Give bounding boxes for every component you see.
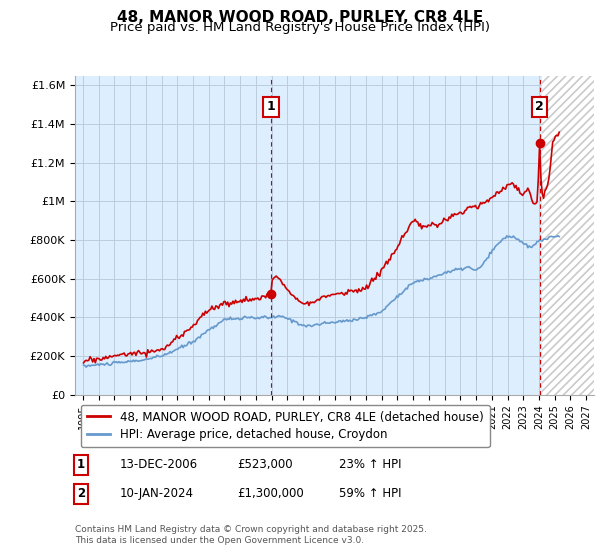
Text: 23% ↑ HPI: 23% ↑ HPI: [339, 458, 401, 472]
Text: 1: 1: [77, 458, 85, 472]
Text: £1,300,000: £1,300,000: [237, 487, 304, 501]
Text: 59% ↑ HPI: 59% ↑ HPI: [339, 487, 401, 501]
Text: Price paid vs. HM Land Registry's House Price Index (HPI): Price paid vs. HM Land Registry's House …: [110, 21, 490, 34]
Text: 1: 1: [266, 100, 275, 113]
Text: 2: 2: [535, 100, 544, 113]
Text: 13-DEC-2006: 13-DEC-2006: [120, 458, 198, 472]
Text: 10-JAN-2024: 10-JAN-2024: [120, 487, 194, 501]
Text: 2: 2: [77, 487, 85, 501]
Legend: 48, MANOR WOOD ROAD, PURLEY, CR8 4LE (detached house), HPI: Average price, detac: 48, MANOR WOOD ROAD, PURLEY, CR8 4LE (de…: [81, 405, 490, 447]
Text: £523,000: £523,000: [237, 458, 293, 472]
Text: Contains HM Land Registry data © Crown copyright and database right 2025.
This d: Contains HM Land Registry data © Crown c…: [75, 525, 427, 545]
Text: 48, MANOR WOOD ROAD, PURLEY, CR8 4LE: 48, MANOR WOOD ROAD, PURLEY, CR8 4LE: [117, 10, 483, 25]
